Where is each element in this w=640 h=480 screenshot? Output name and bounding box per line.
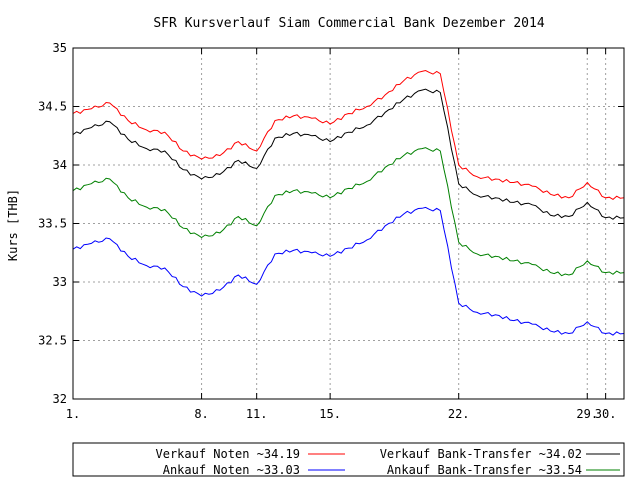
series-lines xyxy=(72,69,625,336)
series-line xyxy=(72,206,625,336)
x-tick-label: 1. xyxy=(66,407,80,421)
chart-title: SFR Kursverlauf Siam Commercial Bank Dez… xyxy=(153,16,545,31)
y-tick-label: 32 xyxy=(53,392,67,406)
x-tick-label: 15. xyxy=(319,407,341,421)
y-tick-label: 34 xyxy=(53,158,67,172)
y-tick-label: 33.5 xyxy=(38,217,67,231)
legend-box xyxy=(72,442,625,477)
series-line xyxy=(72,88,625,220)
legend-label: Ankauf Noten ~33.03 xyxy=(163,463,300,477)
y-axis-label: Kurs [THB] xyxy=(6,189,20,261)
y-tick-label: 34.5 xyxy=(38,100,67,114)
y-tick-label: 32.5 xyxy=(38,334,67,348)
series-line xyxy=(72,69,625,201)
legend-label: Verkauf Bank-Transfer ~34.02 xyxy=(380,447,582,461)
legend: Verkauf Noten ~34.19 Verkauf Bank-Transfe… xyxy=(156,447,620,477)
series-line xyxy=(72,147,625,277)
x-tick-label: 22. xyxy=(448,407,470,421)
x-tick-label: 11. xyxy=(246,407,268,421)
y-tick-label: 35 xyxy=(53,41,67,55)
grid-lines xyxy=(73,48,624,399)
legend-label: Ankauf Bank-Transfer ~33.54 xyxy=(387,463,582,477)
x-tick-label: 29. xyxy=(576,407,598,421)
axis-ticks: 32 32.5 33 33.5 34 34.5 35 1. 8. 11. 15. 22. 29.30. xyxy=(38,41,624,421)
x-tick-label: 30. xyxy=(595,407,617,421)
y-tick-label: 33 xyxy=(53,275,67,289)
legend-label: Verkauf Noten ~34.19 xyxy=(156,447,301,461)
x-tick-label: 8. xyxy=(194,407,208,421)
